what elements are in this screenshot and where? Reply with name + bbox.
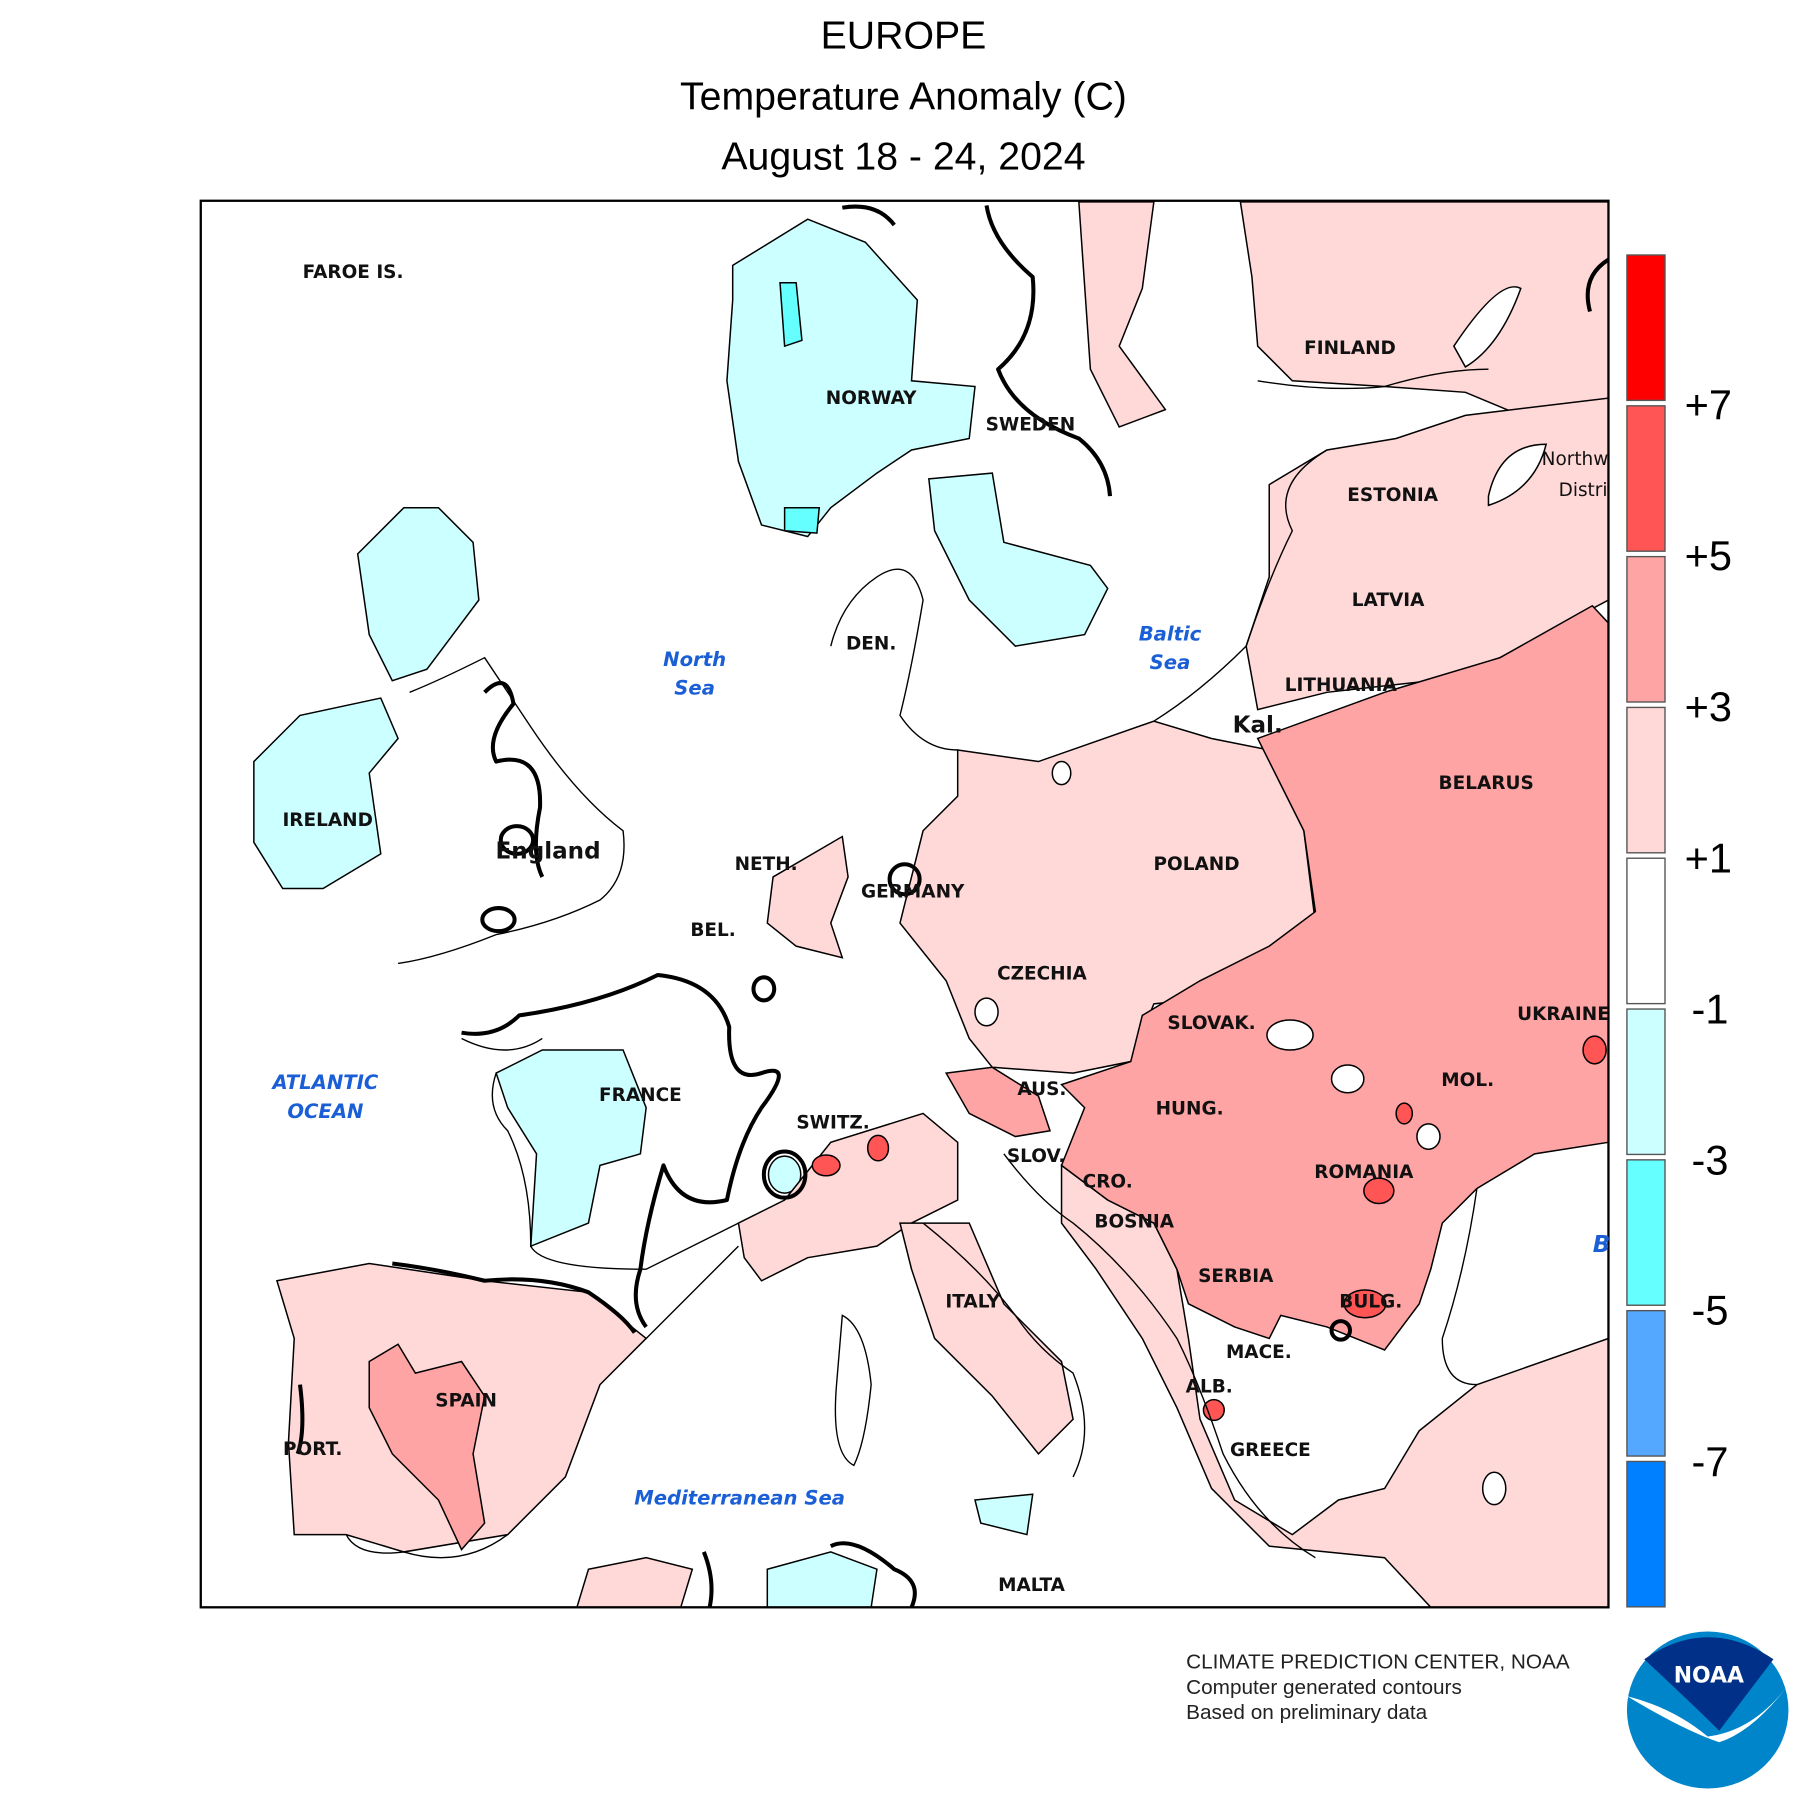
label-france: FRANCE [599,1085,682,1106]
legend-label: -5 [1692,1287,1729,1334]
label-atlantic-1: ATLANTIC [270,1071,378,1094]
map-area [200,200,1609,1608]
label-ireland: IRELAND [282,810,372,831]
legend-label: +1 [1685,834,1732,881]
label-mediterranean: Mediterranean Sea [634,1487,845,1510]
norway-cold-spot [779,281,803,348]
color-legend: +7 +5 +3 +1 -1 -3 -5 -7 [1626,254,1732,1608]
map-frame [199,199,1610,1609]
legend-label: +5 [1685,532,1732,579]
sweden-cool-region [928,472,1109,647]
cool-anomaly-regions [253,218,1109,1608]
legend-swatch [1626,1008,1666,1156]
label-slovenia: SLOV. [1007,1146,1066,1167]
label-malta: MALTA [998,1575,1066,1596]
label-ukraine: UKRAINE [1517,1004,1610,1025]
label-czechia: CZECHIA [997,964,1087,985]
norway-cold-spot [783,506,821,534]
label-netherlands: NETH. [735,854,798,875]
label-italy: ITALY [945,1291,1000,1312]
ireland-cool-region [253,697,399,890]
legend-swatch [1626,706,1666,854]
legend-label: -3 [1692,1137,1729,1184]
legend-swatch [1626,857,1666,1005]
label-albania: ALB. [1186,1377,1233,1398]
label-germany: GERMANY [861,882,965,903]
label-england: England [496,838,601,864]
label-spain: SPAIN [435,1391,497,1412]
legend-swatch [1626,555,1666,703]
label-romania: ROMANIA [1314,1162,1414,1183]
legend-label: -1 [1692,985,1729,1032]
label-switzerland: SWITZ. [796,1112,870,1133]
label-austria: AUS. [1017,1079,1066,1100]
label-estonia: ESTONIA [1347,485,1438,506]
legend-swatch [1626,1460,1666,1608]
label-atlantic-2: OCEAN [287,1100,363,1123]
sea-labels: North Sea Baltic Sea ATLANTIC OCEAN Medi… [270,622,1610,1509]
legend-swatch [1626,1309,1666,1457]
label-black-sea-partial: B [1593,1232,1611,1258]
zero-contours [295,204,1609,1608]
label-northwest: Northw [1542,449,1609,470]
legend-label: -7 [1692,1438,1729,1485]
country-labels: FAROE IS. NORWAY SWEDEN FINLAND Northw D… [282,262,1609,1596]
legend-label: +3 [1685,683,1732,730]
label-portugal: PORT. [283,1439,342,1460]
legend-swatch [1626,254,1666,402]
label-north-sea-2: Sea [674,677,715,700]
noaa-logo: NOAA [1626,1631,1789,1789]
label-faroe: FAROE IS. [303,262,404,283]
map-title: EUROPE [821,13,987,57]
alps-cool-spot [767,1155,802,1194]
credit-line-2: Computer generated contours [1186,1676,1462,1699]
map-subtitle: Temperature Anomaly (C) [680,75,1127,119]
label-belarus: BELARUS [1439,773,1534,794]
label-denmark: DEN. [846,634,896,655]
label-baltic-sea-1: Baltic [1139,622,1202,645]
label-district: Distri [1559,480,1608,501]
sicily-cool-region [974,1493,1034,1536]
label-moldova: MOL. [1441,1070,1494,1091]
label-north-sea-1: North [663,648,726,671]
france-cool-region [495,1049,647,1248]
credit-line-3: Based on preliminary data [1186,1701,1428,1724]
scotland-cool-region [356,506,480,682]
map-date-range: August 18 - 24, 2024 [721,135,1085,179]
label-croatia: CRO. [1083,1171,1133,1192]
label-bulgaria: BULG. [1339,1291,1402,1312]
label-kaliningrad: Kal. [1233,713,1283,739]
coastlines [345,368,1489,1559]
label-latvia: LATVIA [1352,590,1425,611]
label-greece: GREECE [1230,1440,1311,1461]
label-hungary: HUNG. [1156,1099,1224,1120]
label-macedonia: MACE. [1226,1342,1292,1363]
legend-label: +7 [1685,381,1732,428]
label-sweden: SWEDEN [986,414,1076,435]
credit-line-1: CLIMATE PREDICTION CENTER, NOAA [1186,1650,1570,1673]
label-belgium: BEL. [690,920,735,941]
label-poland: POLAND [1154,854,1240,875]
label-lithuania: LITHUANIA [1285,675,1398,696]
sardinia-cool-region [766,1551,878,1608]
label-bosnia: BOSNIA [1094,1212,1174,1233]
label-norway: NORWAY [826,388,917,409]
label-slovakia: SLOVAK. [1167,1013,1255,1034]
label-serbia: SERBIA [1198,1266,1274,1287]
label-baltic-sea-2: Sea [1150,651,1191,674]
legend-swatch [1626,1159,1666,1306]
label-finland: FINLAND [1304,338,1396,359]
noaa-logo-text: NOAA [1674,1663,1744,1688]
legend-swatch [1626,405,1666,552]
